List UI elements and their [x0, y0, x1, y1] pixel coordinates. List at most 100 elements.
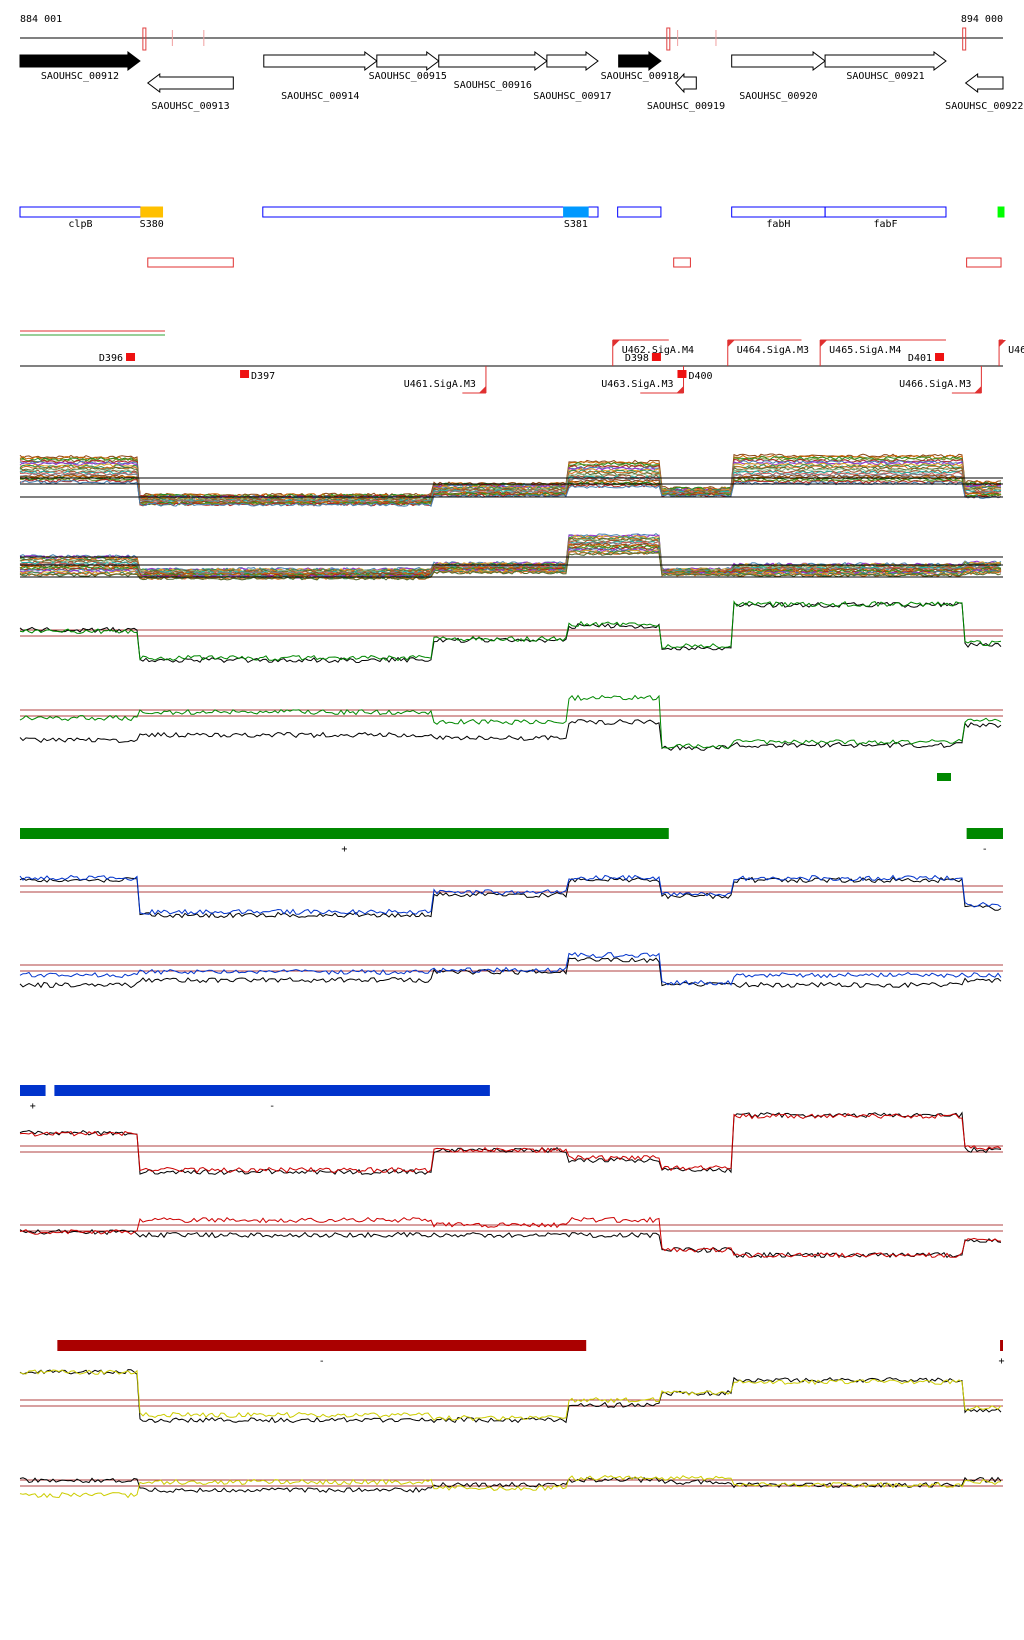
expression-bar: [1000, 1340, 1003, 1351]
coordinate-start-label: 884 001: [20, 14, 62, 25]
profile-colored: [19, 1216, 1002, 1259]
gene-arrow: [438, 51, 548, 71]
operon-label: S380: [140, 219, 164, 230]
gene-label: SAOUHSC_00921: [846, 71, 924, 82]
gene-label: SAOUHSC_00917: [533, 91, 611, 102]
profile-black: [19, 1111, 1002, 1175]
gene-arrow: [618, 51, 662, 71]
promoter-flag: [612, 340, 620, 347]
profile-colored: [19, 694, 1002, 749]
profile-black: [19, 1228, 1002, 1259]
operon-label: fabH: [766, 219, 790, 230]
gene-label: SAOUHSC_00919: [647, 101, 725, 112]
gene-label: SAOUHSC_00918: [601, 71, 679, 82]
feature-label: D400: [688, 371, 712, 382]
d-feature: [240, 370, 250, 378]
operon-label: fabF: [873, 219, 897, 230]
condition-profile: [19, 551, 1002, 581]
expression-bar: [57, 1340, 587, 1351]
d-feature: [677, 370, 687, 378]
profile-black: [19, 601, 1002, 664]
operon-label: S381: [564, 219, 588, 230]
profile-colored: [19, 874, 1002, 916]
feature-label: D397: [251, 371, 275, 382]
feature-label: U465.SigA.M4: [829, 345, 901, 356]
strand-label: -: [269, 1101, 275, 1112]
feature-label: D398: [625, 353, 649, 364]
promoter-flag: [727, 340, 735, 347]
operon-box: [563, 206, 589, 218]
feature-label: U463.SigA.M3: [601, 379, 673, 390]
gene-arrow: [376, 51, 440, 71]
gene-label: SAOUHSC_00912: [41, 71, 119, 82]
profile-colored: [19, 1113, 1002, 1174]
start-site-marker: [962, 27, 967, 51]
promoter-flag: [478, 386, 486, 393]
operon-track: clpB S380 S381 fabH fabF: [19, 206, 1005, 336]
operon-label: clpB: [68, 219, 92, 230]
start-site-marker: [666, 27, 671, 51]
gene-arrow: [546, 51, 599, 71]
profile-colored: [19, 1475, 1002, 1499]
condition-profile: [19, 543, 1002, 577]
expression-marker: [937, 773, 951, 781]
profile-black: [19, 957, 1002, 989]
gene-arrow: [674, 72, 697, 94]
strand-label: +: [30, 1101, 36, 1112]
gene-label: SAOUHSC_00916: [454, 80, 532, 91]
feature-label: D396: [99, 353, 123, 364]
strand-label: +: [999, 1356, 1005, 1367]
coordinate-axis: 884 001 894 000: [20, 14, 1003, 25]
d-feature: [651, 353, 661, 361]
d-feature: [935, 353, 945, 361]
gene-label: SAOUHSC_00913: [151, 101, 229, 112]
gene-arrow: [964, 73, 1004, 93]
feature-label: D401: [908, 353, 932, 364]
expression-bar: [20, 828, 669, 839]
expression-bar: [966, 828, 1003, 839]
promoter-flag: [676, 386, 684, 393]
strand-label: -: [319, 1356, 325, 1367]
expression-bar: [20, 1085, 46, 1096]
promoter-flag: [999, 340, 1007, 347]
operon-box: [997, 206, 1005, 218]
expression-bar: [54, 1085, 490, 1096]
gene-arrow: [19, 50, 141, 72]
gene-track: SAOUHSC_00912 SAOUHSC_00913 SAOUHSC_00914 S…: [19, 27, 1023, 112]
profile-colored: [19, 1369, 1002, 1422]
profile-black: [19, 718, 1002, 751]
antisense-box: [966, 257, 1002, 268]
coordinate-end-label: 894 000: [961, 14, 1003, 25]
start-site-marker: [142, 27, 147, 51]
d-feature: [126, 353, 136, 361]
profile-colored: [19, 952, 1002, 986]
expression-segment-bars: + - + - - +: [20, 773, 1005, 1367]
gene-label: SAOUHSC_00914: [281, 91, 359, 102]
gene-label: SAOUHSC_00920: [739, 91, 817, 102]
gene-label: SAOUHSC_00922: [945, 101, 1023, 112]
feature-label: U467: [1008, 345, 1024, 356]
gene-arrow: [263, 51, 378, 71]
feature-label: U464.SigA.M3: [737, 345, 809, 356]
profile-black: [19, 1476, 1002, 1493]
antisense-box: [147, 257, 234, 268]
profile-black: [19, 1369, 1002, 1424]
feature-label: U466.SigA.M3: [899, 379, 971, 390]
strand-label: +: [341, 844, 347, 855]
promoter-flag: [820, 340, 828, 347]
gene-arrow: [731, 51, 826, 71]
profile-black: [19, 876, 1002, 919]
gene-arrow: [824, 51, 947, 71]
feature-label: U462.SigA.M4: [622, 345, 694, 356]
feature-label: U461.SigA.M3: [404, 379, 476, 390]
condition-profile: [19, 462, 1002, 501]
expression-profiles: [19, 453, 1003, 1499]
strand-label: -: [982, 844, 988, 855]
operon-box: [824, 206, 947, 218]
operon-box: [140, 206, 164, 218]
operon-box: [262, 206, 599, 218]
condition-profile: [19, 472, 1002, 504]
operon-box: [617, 206, 662, 218]
